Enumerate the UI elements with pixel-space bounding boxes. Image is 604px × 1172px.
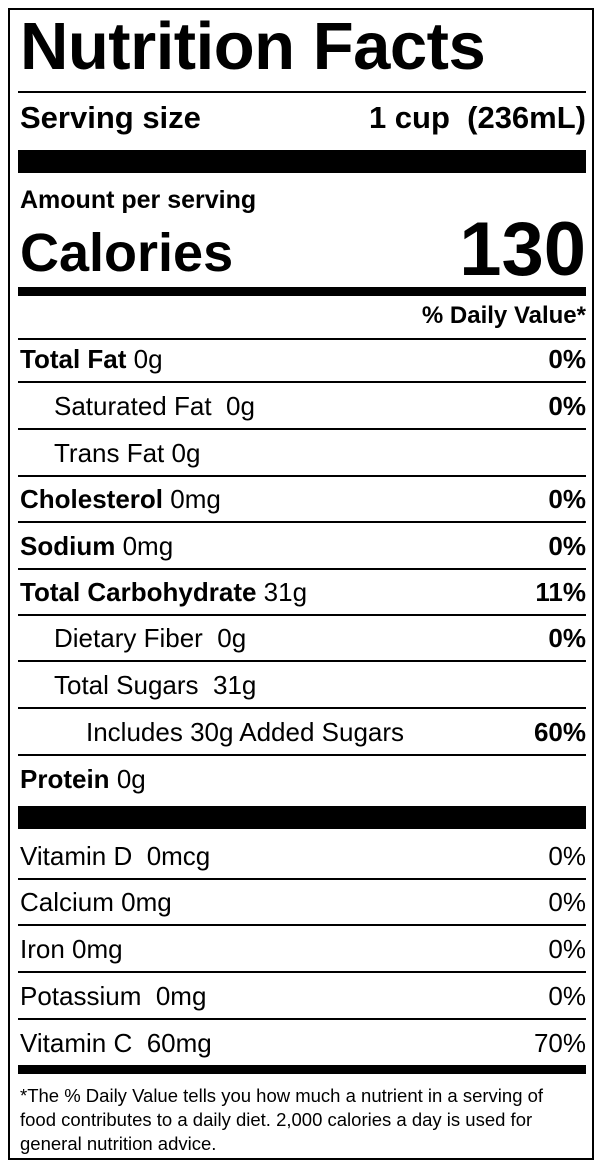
nutrient-name: Sodium <box>20 530 116 561</box>
vitamin-name: Potassium <box>20 980 142 1011</box>
serving-value: 1 cup (236mL) <box>368 100 586 135</box>
daily-value: 0% <box>548 343 586 374</box>
nutrient-amount: 31g <box>212 669 257 700</box>
vitamin-amount: 0mcg <box>146 840 211 871</box>
calories-value: 130 <box>459 207 586 292</box>
daily-value-header: % Daily Value* <box>421 302 586 329</box>
nutrient-amount: 0mg <box>170 483 221 514</box>
vitamin-row: Vitamin C 60mg 70% <box>18 1020 586 1066</box>
nutrient-amount: 0g <box>116 763 146 794</box>
daily-value: 0% <box>548 530 586 561</box>
nutrient-amount: 0g <box>133 343 163 374</box>
label-border <box>8 8 594 1160</box>
footnote: *The % Daily Value tells you how much a … <box>20 1085 544 1154</box>
daily-value: 0% <box>548 483 586 514</box>
nutrient-name: Includes 30g Added Sugars <box>86 716 405 747</box>
daily-value: 70% <box>533 1027 586 1058</box>
nutrient-row: Dietary Fiber 0g 0% <box>18 616 586 662</box>
nutrient-name: Protein <box>20 763 110 794</box>
vitamin-amount: 60mg <box>146 1027 212 1058</box>
serving-size: Serving size 1 cup (236mL) <box>20 100 586 136</box>
nutrient-name: Saturated Fat <box>54 390 212 421</box>
calories-label: Calories <box>20 223 234 283</box>
vitamin-name: Vitamin C <box>20 1027 133 1058</box>
vitamin-row: Iron 0mg 0% <box>18 927 586 973</box>
vitamin-name: Vitamin D <box>20 840 133 871</box>
nutrient-name: Total Sugars <box>54 669 199 700</box>
vitamin-amount: 0mg <box>121 886 172 917</box>
nutrient-row: Total Fat 0g 0% <box>18 337 586 383</box>
nutrient-row: Total Sugars 31g <box>18 663 586 709</box>
daily-value: 0% <box>548 886 586 917</box>
daily-value: 0% <box>548 622 586 653</box>
nutrient-name: Trans Fat <box>54 437 165 468</box>
nutrient-row: Total Carbohydrate 31g 11% <box>18 570 586 616</box>
nutrient-row: Cholesterol 0mg 0% <box>18 477 586 523</box>
nutrient-row: Protein 0g <box>18 756 586 802</box>
nutrient-amount: 0g <box>226 390 255 421</box>
nutrient-name: Total Carbohydrate <box>20 576 257 607</box>
nutrient-amount: 0g <box>217 622 247 653</box>
vitamin-row: Potassium 0mg 0% <box>18 974 586 1020</box>
daily-value: 0% <box>548 840 586 871</box>
medium-bar <box>18 287 586 296</box>
nutrient-amount: 31g <box>263 576 308 607</box>
vitamin-name: Calcium <box>20 886 114 917</box>
nutrient-row: Sodium 0mg 0% <box>18 524 586 570</box>
vitamin-amount: 0mg <box>72 933 123 964</box>
nutrient-name: Total Fat <box>20 343 127 374</box>
nutrient-row: Trans Fat 0g <box>18 431 586 477</box>
amount-per-serving: Amount per serving <box>20 186 257 214</box>
thick-bar <box>18 806 586 829</box>
medium-bar <box>18 1065 586 1074</box>
vitamin-amount: 0mg <box>155 980 207 1011</box>
label-title: Nutrition Facts <box>20 9 486 84</box>
nutrient-name: Cholesterol <box>20 483 164 514</box>
thick-bar <box>18 150 586 173</box>
nutrient-row: Saturated Fat 0g 0% <box>18 384 586 430</box>
nutrient-amount: 0g <box>171 437 201 468</box>
vitamin-row: Calcium 0mg 0% <box>18 880 586 926</box>
vitamin-row: Vitamin D 0mcg 0% <box>18 834 586 880</box>
divider <box>18 338 586 340</box>
serving-label: Serving size <box>20 100 201 135</box>
daily-value: 60% <box>533 716 586 747</box>
daily-value: 0% <box>548 980 586 1011</box>
nutrient-amount: 0mg <box>122 530 174 561</box>
divider <box>18 91 586 93</box>
nutrient-row: Includes 30g Added Sugars 60% <box>18 710 586 756</box>
daily-value: 0% <box>548 933 586 964</box>
daily-value: 11% <box>535 576 586 607</box>
daily-value: 0% <box>548 390 586 421</box>
nutrient-name: Dietary Fiber <box>54 622 203 653</box>
vitamin-name: Iron <box>20 933 65 964</box>
